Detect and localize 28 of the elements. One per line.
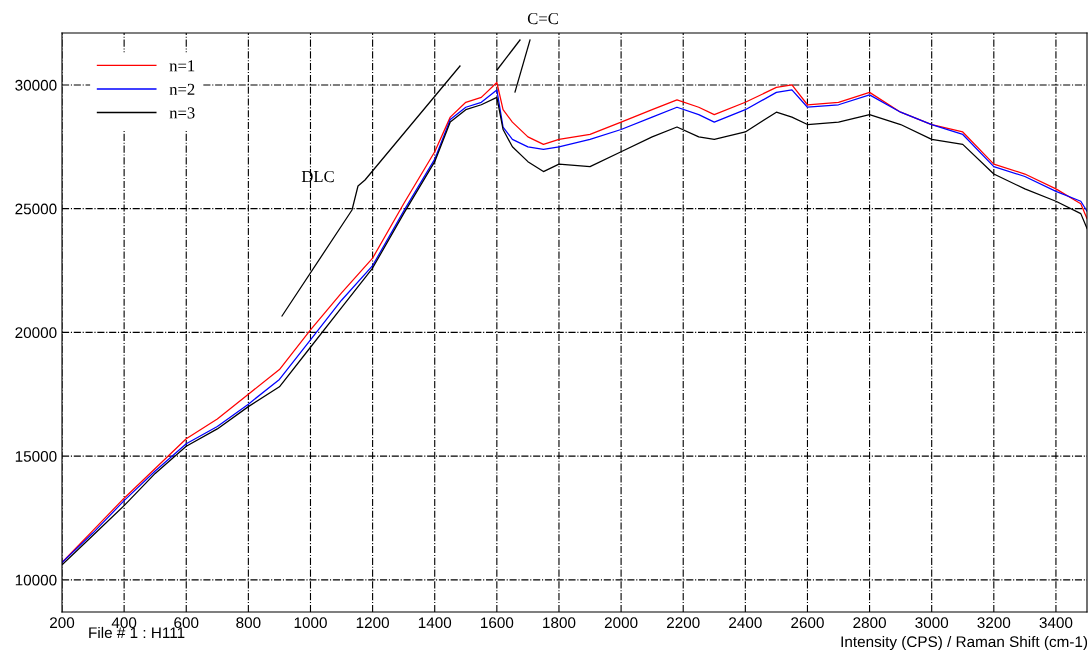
x-tick-label: 600 xyxy=(174,617,199,629)
x-tick-label: 2200 xyxy=(666,617,700,629)
legend-label: n=1 xyxy=(169,60,195,72)
legend-label: n=3 xyxy=(169,107,195,119)
x-tick-label: 400 xyxy=(111,617,137,629)
y-tick-label: 25000 xyxy=(15,203,57,215)
x-tick-label: 3200 xyxy=(977,617,1011,629)
x-tick-label: 1200 xyxy=(356,617,389,629)
x-tick-label: 2800 xyxy=(853,617,886,629)
x-tick-label: 800 xyxy=(236,617,261,629)
x-tick-label: 1400 xyxy=(418,617,452,629)
x-tick-label: 2000 xyxy=(604,617,638,629)
annotation: DLC xyxy=(301,170,334,183)
x-tick-label: 1800 xyxy=(543,617,576,629)
legend-label: n=2 xyxy=(169,83,195,95)
x-tick-label: 3000 xyxy=(915,617,949,629)
y-tick-label: 10000 xyxy=(15,574,57,586)
x-tick-label: 1000 xyxy=(294,617,327,629)
x-axis-title: Intensity (CPS) / Raman Shift (cm-1) xyxy=(841,635,1088,650)
x-tick-label: 200 xyxy=(50,617,75,629)
x-tick-label: 2600 xyxy=(791,617,824,629)
text: C=C xyxy=(527,12,558,25)
x-tick-label: 1600 xyxy=(481,617,514,629)
x-tick-label: 3400 xyxy=(1039,617,1073,629)
y-tick-label: 30000 xyxy=(15,79,57,91)
y-tick-label: 15000 xyxy=(15,450,57,462)
y-tick-label: 20000 xyxy=(15,327,57,339)
x-tick-label: 2400 xyxy=(729,617,762,629)
